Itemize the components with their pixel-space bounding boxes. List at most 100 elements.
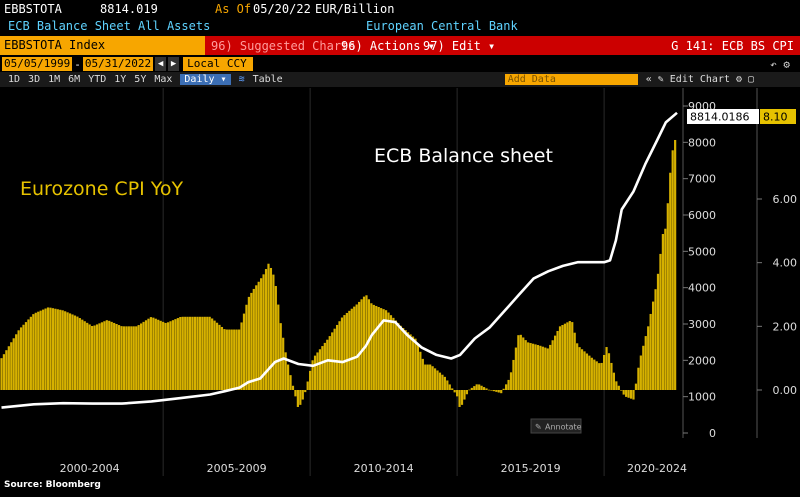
cpi-bar: [306, 381, 309, 390]
cpi-bar: [169, 321, 172, 390]
cpi-bar: [157, 319, 160, 390]
right-tick-label: 0.00: [773, 384, 798, 397]
cpi-bar: [433, 368, 437, 390]
cpi-bar: [73, 315, 77, 390]
prev-arrow-icon[interactable]: ◀: [155, 57, 167, 71]
currency-select[interactable]: Local CCY ▾: [183, 57, 260, 71]
cpi-bar: [152, 317, 155, 390]
cpi-bar: [465, 390, 469, 395]
balance-sheet-line: [1, 111, 678, 409]
x-tick-label: 2010-2014: [354, 462, 414, 475]
undo-settings-icon[interactable]: ↶ ⚙: [770, 57, 790, 71]
left-tick-label: 8000: [688, 136, 716, 149]
suggested-charts-button[interactable]: 96) Suggested Charts: [211, 38, 356, 53]
cpi-bar: [426, 364, 429, 390]
cpi-bar: [140, 323, 143, 390]
cpi-bar: [299, 390, 302, 405]
cpi-bar: [154, 318, 157, 390]
cpi-bar: [576, 343, 579, 390]
graph-title: G 141: ECB BS CPI: [671, 38, 794, 53]
balance-last-value-tag: 8814.0186: [687, 109, 759, 124]
end-date-input[interactable]: 05/31/2022: [82, 57, 154, 71]
cpi-bar: [358, 301, 361, 390]
cpi-bar: [44, 308, 47, 390]
cpi-bar: [184, 316, 187, 390]
cpi-bar: [664, 228, 667, 390]
cpi-bar: [512, 359, 515, 390]
cpi-bar: [2, 354, 6, 390]
add-data-input[interactable]: Add Data: [504, 74, 638, 85]
cpi-bar: [304, 390, 307, 393]
security-header: EBBSTOTA 8814.019 As Of 05/20/22 EUR/Bil…: [0, 0, 800, 17]
cpi-bar: [311, 360, 314, 390]
cpi-bar: [86, 322, 89, 390]
cpi-bar: [162, 321, 165, 390]
ticker[interactable]: EBBSTOTA: [4, 1, 62, 16]
cpi-bar: [174, 319, 177, 390]
edit-menu[interactable]: 97) Edit ▾: [423, 38, 496, 53]
left-tick-label: 6000: [688, 209, 716, 222]
cpi-bar: [517, 335, 520, 390]
cpi-bar: [453, 390, 456, 393]
cpi-bar: [95, 324, 99, 390]
cpi-bar: [7, 346, 10, 390]
cpi-bar: [333, 328, 336, 390]
next-arrow-icon[interactable]: ▶: [168, 57, 180, 71]
cpi-bar: [448, 384, 451, 390]
cpi-bar: [179, 316, 182, 390]
period-ytd[interactable]: YTD: [88, 74, 107, 85]
chart-background: [0, 88, 800, 481]
cpi-bar: [66, 312, 69, 390]
frequency-select[interactable]: Daily ▾: [180, 74, 231, 85]
index-field[interactable]: EBBSTOTA Index: [0, 36, 205, 55]
cpi-bar: [669, 172, 672, 390]
as-of-date[interactable]: 05/20/22: [253, 1, 311, 16]
cpi-bar: [29, 316, 32, 390]
line-chart-icon[interactable]: ≋: [238, 74, 245, 85]
cpi-bar: [262, 274, 265, 390]
period-1m[interactable]: 1M: [48, 74, 61, 85]
cpi-bar: [0, 358, 3, 390]
cpi-bar: [438, 372, 442, 390]
cpi-bar: [524, 340, 527, 390]
cpi-bar: [470, 387, 473, 390]
cpi-bar: [34, 312, 37, 390]
cpi-bar: [654, 289, 657, 390]
as-of-label: As Of: [215, 1, 252, 16]
cpi-bar: [353, 306, 356, 390]
date-range-bar: 05/05/1999 - 05/31/2022 ◀ ▶ Local CCY ▾ …: [0, 56, 800, 72]
edit-chart-button[interactable]: « ✎ Edit Chart ⚙ ▢: [645, 74, 755, 85]
cpi-bar: [289, 375, 292, 390]
period-max[interactable]: Max: [154, 74, 173, 85]
cpi-bar: [125, 326, 128, 390]
period-3d[interactable]: 3D: [28, 74, 41, 85]
cpi-bar: [274, 286, 277, 390]
cpi-bar: [260, 278, 263, 390]
cpi-bar: [255, 285, 258, 390]
cpi-bar: [39, 310, 42, 390]
annotate-button[interactable]: ✎ Annotate: [530, 418, 582, 434]
cpi-bar: [108, 320, 111, 390]
actions-menu[interactable]: 96) Actions ▾: [341, 38, 435, 53]
cpi-bar: [451, 388, 454, 390]
cpi-bar: [37, 311, 40, 390]
period-1d[interactable]: 1D: [8, 74, 21, 85]
period-1y[interactable]: 1Y: [114, 74, 127, 85]
cpi-bar: [113, 322, 116, 390]
table-button[interactable]: Table: [252, 74, 283, 85]
period-6m[interactable]: 6M: [68, 74, 81, 85]
cpi-tag-text: 8.10: [763, 111, 788, 124]
cpi-bar: [546, 348, 549, 390]
cpi-bar: [294, 390, 297, 397]
cpi-bar: [103, 321, 106, 390]
cpi-bar: [419, 351, 422, 390]
cpi-bar: [414, 338, 417, 390]
cpi-bar: [458, 390, 461, 407]
cpi-bar: [490, 390, 493, 391]
balance-tag-text: 8814.0186: [690, 111, 750, 124]
cpi-bar: [27, 319, 30, 390]
start-date-input[interactable]: 05/05/1999: [2, 57, 73, 71]
cpi-bar: [98, 323, 101, 390]
period-5y[interactable]: 5Y: [134, 74, 147, 85]
